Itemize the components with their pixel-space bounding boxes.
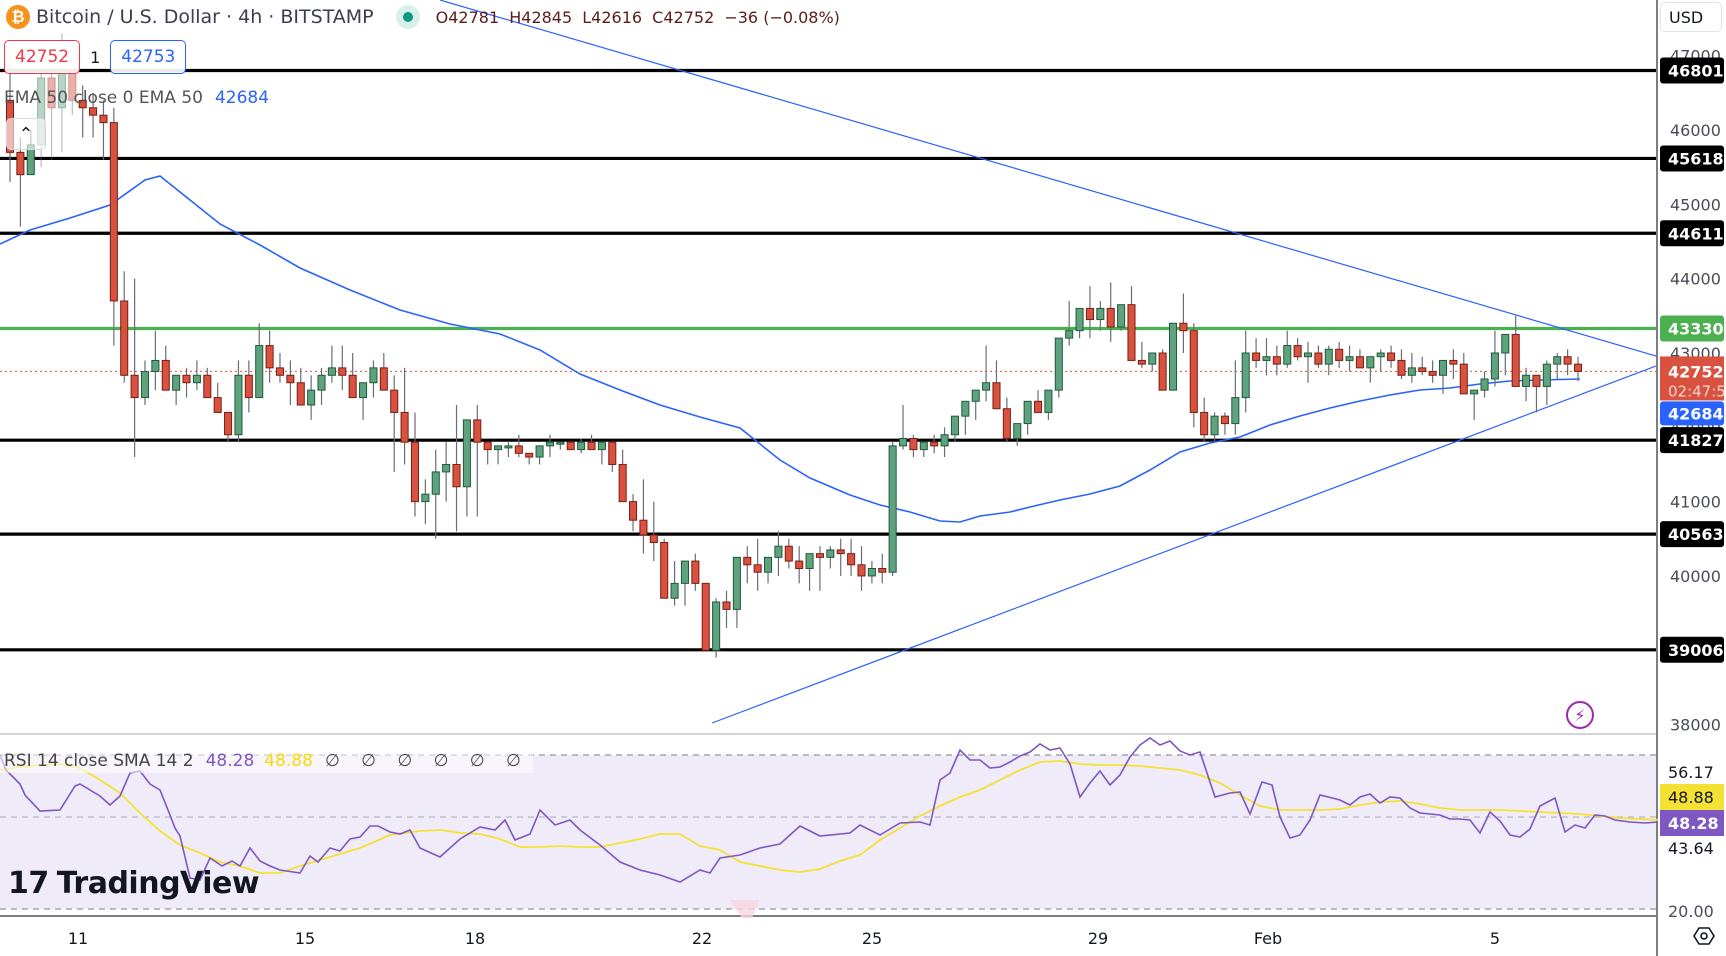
candlesticks xyxy=(5,33,1583,658)
svg-text:42752: 42752 xyxy=(1668,362,1724,381)
svg-text:56.17: 56.17 xyxy=(1668,763,1714,782)
ohlc-low: L42616 xyxy=(582,7,643,27)
ema-value: 42684 xyxy=(214,88,270,108)
svg-text:39006: 39006 xyxy=(1668,641,1724,660)
svg-text:41000: 41000 xyxy=(1670,493,1721,512)
descending-resistance xyxy=(439,0,1657,357)
svg-text:02:47:5: 02:47:5 xyxy=(1668,382,1726,400)
ohlc-values: O42781 H42845 L42616 C42752 −36 (−0.08%) xyxy=(436,8,845,27)
time-axis[interactable]: 11 15 18 22 25 29 Feb 5 xyxy=(68,929,1500,948)
settings-icon[interactable] xyxy=(1692,924,1716,948)
symbol-header: ₿ Bitcoin / U.S. Dollar · 4h · BITSTAMP … xyxy=(6,2,845,32)
symbol-title[interactable]: Bitcoin / U.S. Dollar · 4h · BITSTAMP xyxy=(36,6,374,28)
ema-label: EMA 50 close 0 EMA 50 xyxy=(4,88,203,108)
svg-text:5: 5 xyxy=(1490,929,1500,948)
rsi-null-values: ∅ ∅ ∅ ∅ ∅ ∅ xyxy=(324,751,529,771)
ema-legend[interactable]: EMA 50 close 0 EMA 50 42684 xyxy=(4,88,269,108)
tradingview-logo-text: TradingView xyxy=(56,866,260,901)
price-axis[interactable]: 3800039000400004100042000430004400045000… xyxy=(1658,0,1726,956)
trendlines[interactable] xyxy=(439,0,1657,724)
svg-text:46000: 46000 xyxy=(1670,121,1721,140)
svg-text:40000: 40000 xyxy=(1670,567,1721,586)
svg-text:43.64: 43.64 xyxy=(1668,839,1714,858)
svg-text:15: 15 xyxy=(295,929,315,948)
svg-text:41827: 41827 xyxy=(1668,431,1724,450)
svg-text:29: 29 xyxy=(1088,929,1108,948)
bitcoin-icon: ₿ xyxy=(6,5,30,29)
chevron-up-icon: ⌃ xyxy=(18,123,34,145)
svg-text:44000: 44000 xyxy=(1670,270,1721,289)
ascending-support xyxy=(711,365,1657,724)
svg-text:22: 22 xyxy=(692,929,712,948)
rsi-value: 48.28 xyxy=(205,751,255,771)
collapse-legend-button[interactable]: ⌃ xyxy=(6,118,46,150)
tradingview-mark-icon: 17 xyxy=(8,866,49,901)
spread-value: 1 xyxy=(90,47,101,67)
svg-text:18: 18 xyxy=(465,929,485,948)
svg-text:38000: 38000 xyxy=(1670,716,1721,735)
svg-text:42684: 42684 xyxy=(1668,404,1724,423)
buy-button[interactable]: 42753 xyxy=(110,40,187,74)
rsi-pane[interactable] xyxy=(0,737,1659,918)
svg-text:48.88: 48.88 xyxy=(1668,788,1714,807)
horizontal-levels xyxy=(0,68,1656,652)
svg-text:45618: 45618 xyxy=(1668,149,1724,168)
sell-button[interactable]: 42752 xyxy=(4,40,81,74)
svg-text:11: 11 xyxy=(68,929,88,948)
svg-text:45000: 45000 xyxy=(1670,195,1721,214)
svg-text:20.00: 20.00 xyxy=(1668,902,1714,921)
svg-text:43330: 43330 xyxy=(1668,319,1724,338)
rsi-legend[interactable]: RSI 14 close SMA 14 2 48.28 48.88 ∅ ∅ ∅ … xyxy=(0,749,533,773)
lightning-icon[interactable]: ⚡ xyxy=(1566,701,1594,729)
svg-text:25: 25 xyxy=(862,929,882,948)
ohlc-open: O42781 xyxy=(435,7,500,27)
gear-icon xyxy=(1693,927,1715,945)
market-status-icon[interactable] xyxy=(395,5,420,29)
svg-text:40563: 40563 xyxy=(1668,525,1724,544)
svg-text:48.28: 48.28 xyxy=(1668,814,1719,833)
svg-text:46801: 46801 xyxy=(1668,62,1724,81)
trade-buttons: 42752 1 42753 xyxy=(4,40,187,74)
lightning-glyph: ⚡ xyxy=(1574,705,1586,725)
svg-text:44611: 44611 xyxy=(1668,224,1724,243)
ohlc-close: C42752 xyxy=(652,7,715,27)
currency-label: USD xyxy=(1669,7,1704,27)
rsi-sma-value: 48.88 xyxy=(264,751,313,771)
svg-text:Feb: Feb xyxy=(1254,929,1282,948)
currency-selector[interactable]: USD xyxy=(1660,2,1722,32)
ohlc-high: H42845 xyxy=(509,7,573,27)
rsi-label: RSI 14 close SMA 14 2 xyxy=(4,751,194,771)
ohlc-change: −36 (−0.08%) xyxy=(724,7,840,27)
tradingview-logo[interactable]: 17 TradingView xyxy=(8,866,260,901)
